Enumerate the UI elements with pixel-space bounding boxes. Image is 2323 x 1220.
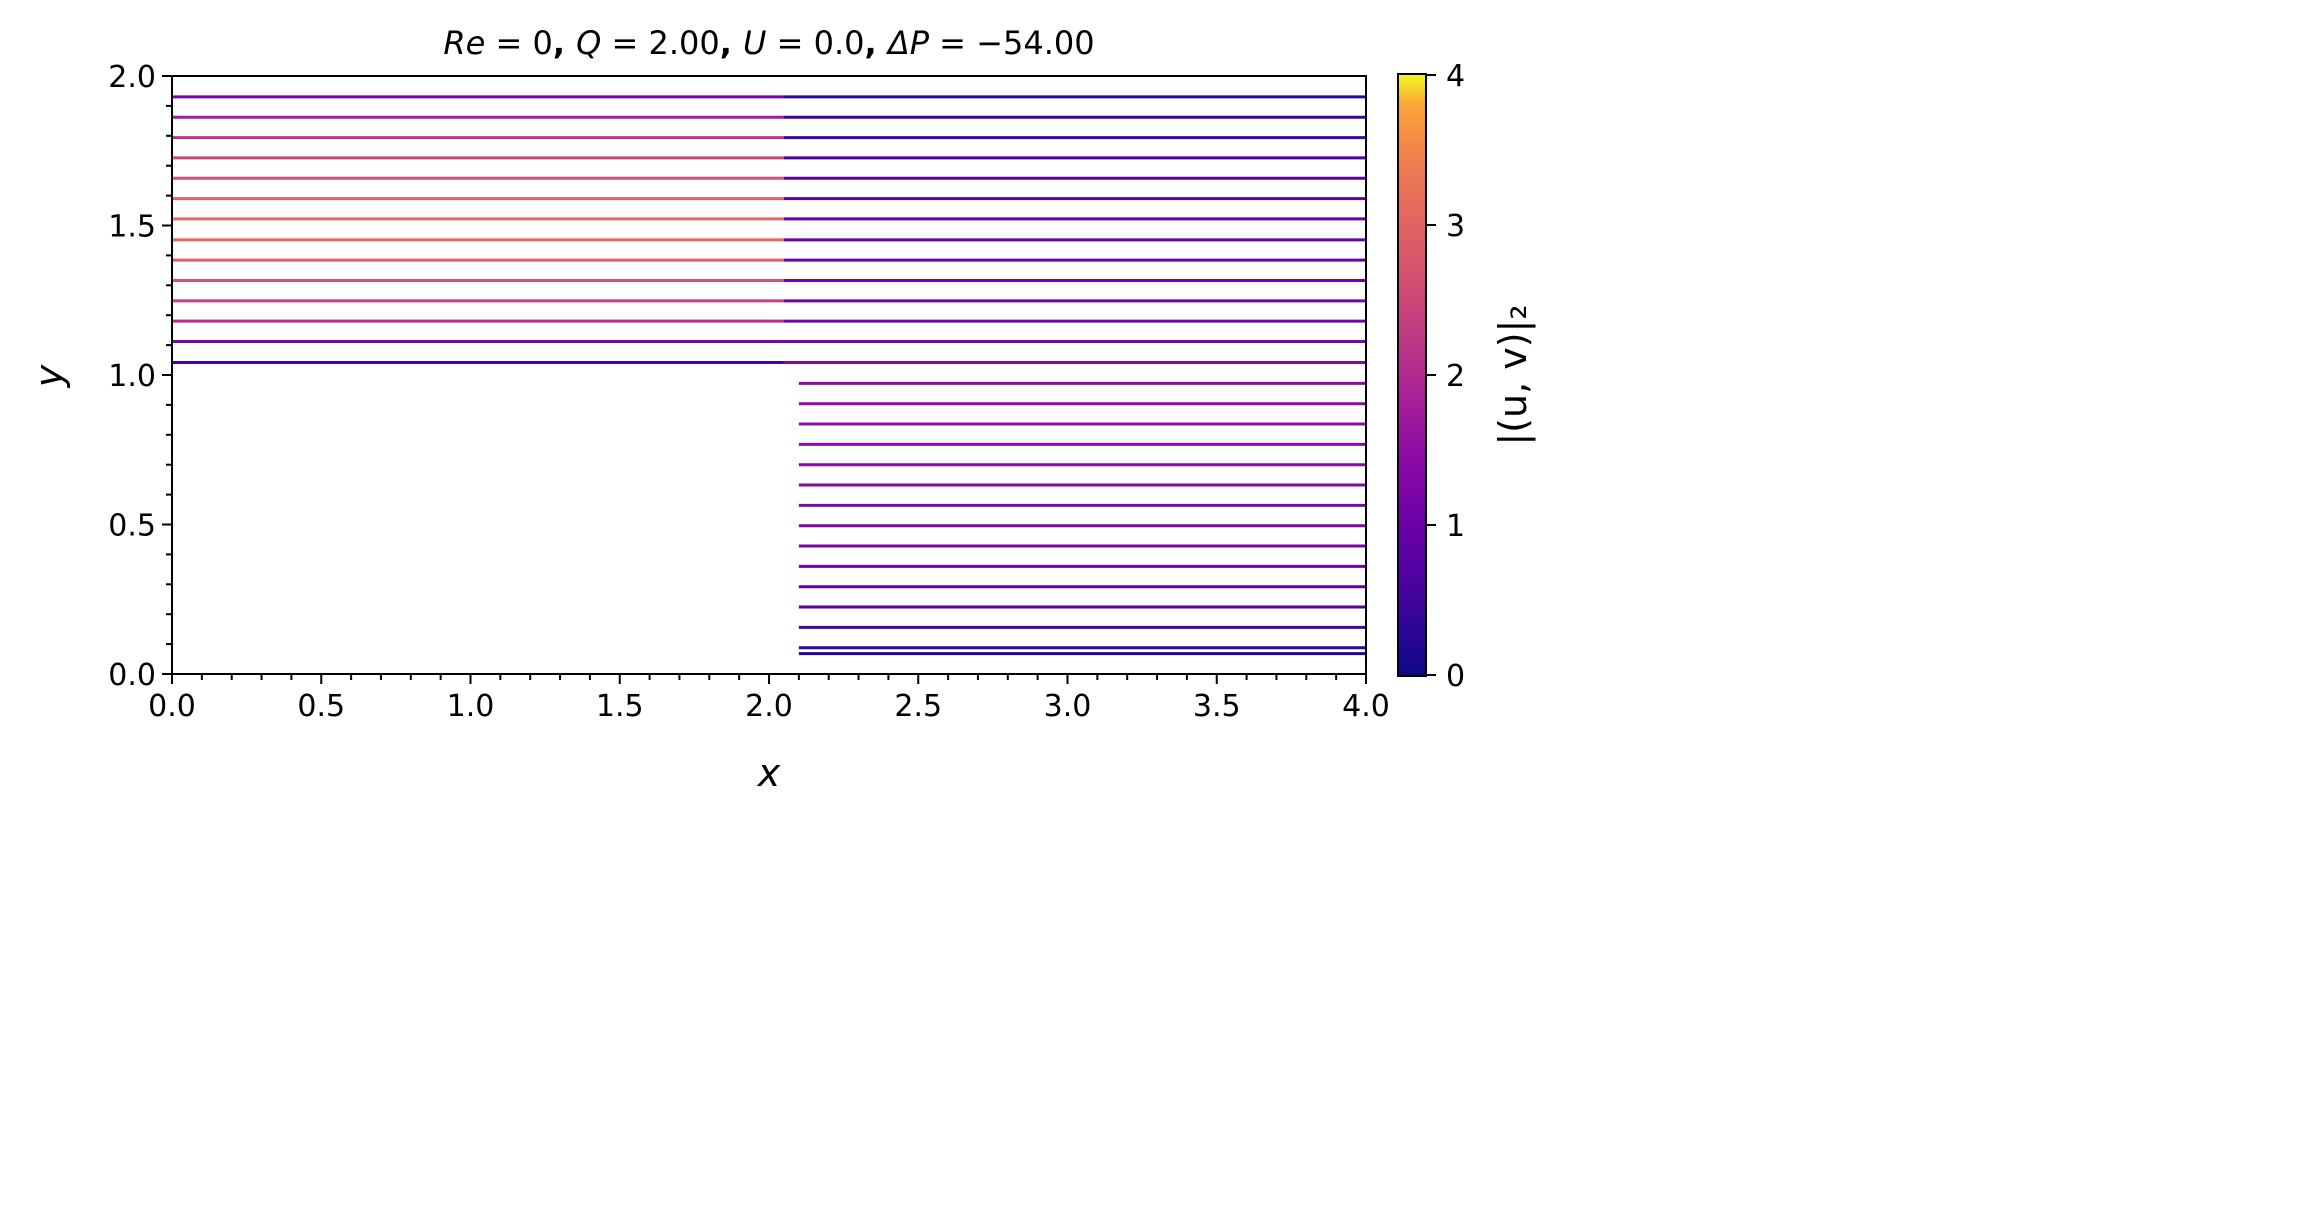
colorbar-tick-label: 4 xyxy=(1446,59,1465,94)
y-axis: 0.0 0.5 1.0 1.5 2.0 xyxy=(108,60,172,693)
chart: Re = 0, Q = 2.00, U = 0.0, ΔP = −54.00 0… xyxy=(27,24,1536,795)
x-tick-label: 0.5 xyxy=(297,689,345,724)
y-axis-label: y xyxy=(27,364,71,388)
colorbar-tick-label: 0 xyxy=(1446,659,1465,694)
colorbar-axis: 0 1 2 3 4 xyxy=(1426,59,1465,694)
x-tick-label: 3.5 xyxy=(1193,689,1241,724)
x-tick-label: 4.0 xyxy=(1342,689,1390,724)
y-tick-label: 1.5 xyxy=(108,210,156,245)
colorbar-tick-label: 2 xyxy=(1446,359,1465,394)
chart-title: Re = 0, Q = 2.00, U = 0.0, ΔP = −54.00 xyxy=(443,24,1094,62)
x-axis: 0.0 0.5 1.0 1.5 2.0 2.5 3.0 3.5 4.0 xyxy=(148,674,1390,724)
x-axis-label: x xyxy=(757,751,781,795)
y-tick-label: 1.0 xyxy=(108,359,156,394)
y-tick-label: 2.0 xyxy=(108,60,156,95)
title-dp-symbol: ΔP xyxy=(885,24,930,62)
title-q-value: = 2.00 xyxy=(601,24,719,62)
x-tick-label: 1.0 xyxy=(447,689,495,724)
colorbar-label: |(u, v)|₂ xyxy=(1491,304,1536,445)
streamlines xyxy=(172,95,1366,656)
x-tick-label: 1.5 xyxy=(596,689,644,724)
y-tick-label: 0.0 xyxy=(108,658,156,693)
x-tick-label: 3.0 xyxy=(1044,689,1092,724)
x-tick-label: 0.0 xyxy=(148,689,196,724)
title-re-symbol: Re xyxy=(443,24,485,62)
title-re-value: = 0 xyxy=(485,24,553,62)
colorbar-tick-label: 3 xyxy=(1446,209,1465,244)
colorbar-gradient xyxy=(1397,73,1427,677)
title-q-symbol: Q xyxy=(576,24,601,62)
x-tick-label: 2.5 xyxy=(894,689,942,724)
x-tick-label: 2.0 xyxy=(745,689,793,724)
y-tick-label: 0.5 xyxy=(108,509,156,544)
title-u-value: = 0.0 xyxy=(766,24,864,62)
colorbar-tick-label: 1 xyxy=(1446,509,1465,544)
title-dp-value: = −54.00 xyxy=(929,24,1095,62)
plot-frame xyxy=(171,75,1367,675)
title-u-symbol: U xyxy=(743,24,766,62)
